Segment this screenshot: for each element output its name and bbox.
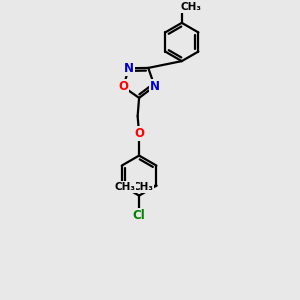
Text: CH₃: CH₃ [181, 2, 202, 12]
Text: N: N [124, 62, 134, 75]
Text: CH₃: CH₃ [114, 182, 135, 192]
Text: O: O [134, 127, 144, 140]
Text: Cl: Cl [133, 208, 146, 221]
Text: O: O [118, 80, 128, 93]
Text: CH₃: CH₃ [133, 182, 154, 192]
Text: N: N [150, 80, 160, 93]
